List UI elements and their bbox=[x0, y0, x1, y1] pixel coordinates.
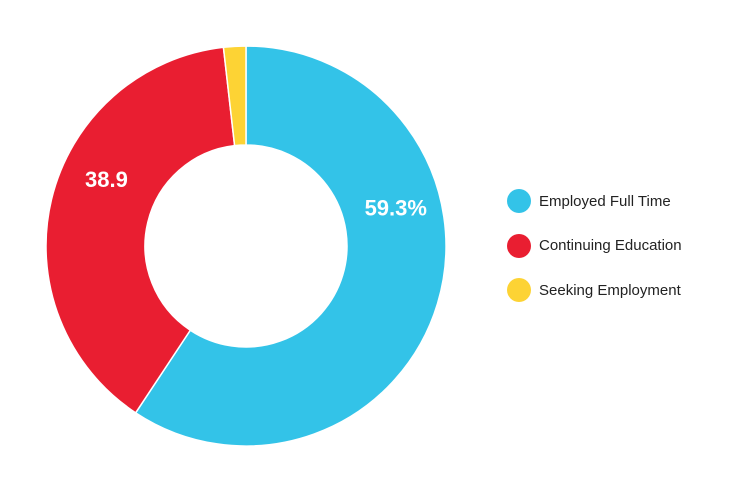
donut-slice-continuing-education bbox=[45, 46, 236, 414]
legend-swatch bbox=[507, 278, 531, 302]
legend-item-employed-full-time: Employed Full Time bbox=[507, 188, 747, 214]
legend-swatch bbox=[507, 189, 531, 213]
legend: Employed Full Time Continuing Education … bbox=[507, 188, 747, 322]
donut-slice-seeking-employment bbox=[222, 45, 247, 147]
legend-item-seeking-employment: Seeking Employment bbox=[507, 277, 747, 303]
legend-label: Employed Full Time bbox=[539, 192, 671, 210]
donut-slices bbox=[45, 45, 447, 447]
data-label-continuing-education: 38.9 bbox=[85, 167, 128, 192]
legend-label: Seeking Employment bbox=[539, 281, 681, 299]
donut-data-labels: 59.3% 38.9 bbox=[85, 167, 427, 220]
data-label-employed-full-time: 59.3% bbox=[365, 196, 427, 221]
donut-slice-employed-full-time bbox=[134, 45, 447, 447]
legend-label: Continuing Education bbox=[539, 237, 682, 254]
legend-item-continuing-education: Continuing Education bbox=[507, 233, 747, 259]
legend-swatch bbox=[507, 233, 531, 258]
